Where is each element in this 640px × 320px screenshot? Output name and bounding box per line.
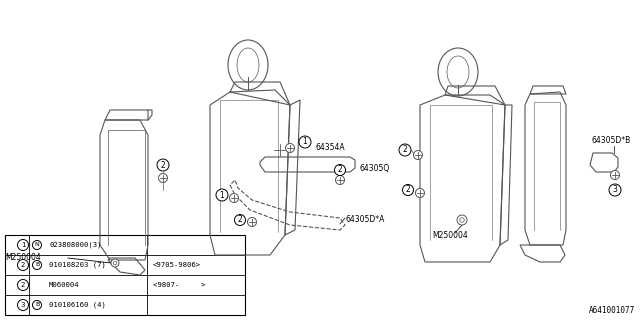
Circle shape bbox=[17, 239, 29, 251]
Text: 2: 2 bbox=[406, 186, 410, 195]
Text: 64305D*A: 64305D*A bbox=[345, 215, 385, 225]
Text: 2: 2 bbox=[161, 161, 165, 170]
Text: 64354A: 64354A bbox=[315, 143, 344, 153]
Circle shape bbox=[17, 260, 29, 270]
Text: M250004: M250004 bbox=[432, 230, 468, 239]
Text: N: N bbox=[35, 243, 40, 247]
Text: A641001077: A641001077 bbox=[589, 306, 635, 315]
Circle shape bbox=[335, 164, 346, 175]
Text: 64305D*B: 64305D*B bbox=[592, 136, 631, 145]
Circle shape bbox=[415, 188, 424, 197]
Circle shape bbox=[216, 189, 228, 201]
Circle shape bbox=[17, 300, 29, 310]
Circle shape bbox=[609, 184, 621, 196]
Text: 2: 2 bbox=[338, 165, 342, 174]
Circle shape bbox=[33, 260, 42, 269]
Circle shape bbox=[159, 173, 168, 182]
Text: 010106160 (4): 010106160 (4) bbox=[49, 302, 106, 308]
Text: 010108203 (7): 010108203 (7) bbox=[49, 262, 106, 268]
Text: 1: 1 bbox=[220, 190, 225, 199]
Circle shape bbox=[248, 218, 257, 227]
Circle shape bbox=[299, 136, 311, 148]
Text: <9705-9806>: <9705-9806> bbox=[153, 262, 201, 268]
Circle shape bbox=[457, 215, 467, 225]
Text: 1: 1 bbox=[20, 242, 25, 248]
Text: 64305Q: 64305Q bbox=[360, 164, 390, 172]
Circle shape bbox=[33, 300, 42, 309]
Text: 023808000(3): 023808000(3) bbox=[49, 242, 102, 248]
Text: 1: 1 bbox=[303, 138, 307, 147]
Text: M060004: M060004 bbox=[49, 282, 79, 288]
Circle shape bbox=[234, 214, 246, 226]
Text: 2: 2 bbox=[403, 146, 408, 155]
Text: B: B bbox=[35, 262, 39, 268]
Circle shape bbox=[403, 185, 413, 196]
Circle shape bbox=[33, 241, 42, 250]
Circle shape bbox=[335, 175, 344, 185]
Circle shape bbox=[399, 144, 411, 156]
Circle shape bbox=[113, 261, 117, 265]
Circle shape bbox=[230, 194, 239, 203]
Text: <9807-     >: <9807- > bbox=[153, 282, 205, 288]
Circle shape bbox=[460, 218, 464, 222]
Text: 2: 2 bbox=[21, 262, 25, 268]
Text: 3: 3 bbox=[20, 302, 25, 308]
Circle shape bbox=[285, 143, 294, 153]
Text: 2: 2 bbox=[237, 215, 243, 225]
Bar bbox=[5, 235, 245, 315]
Text: 2: 2 bbox=[21, 282, 25, 288]
Circle shape bbox=[413, 150, 422, 159]
Circle shape bbox=[157, 159, 169, 171]
Text: M250004: M250004 bbox=[5, 252, 41, 261]
Circle shape bbox=[17, 279, 29, 291]
Text: 3: 3 bbox=[612, 186, 618, 195]
Text: B: B bbox=[35, 302, 39, 308]
Circle shape bbox=[111, 259, 119, 267]
Circle shape bbox=[611, 171, 620, 180]
